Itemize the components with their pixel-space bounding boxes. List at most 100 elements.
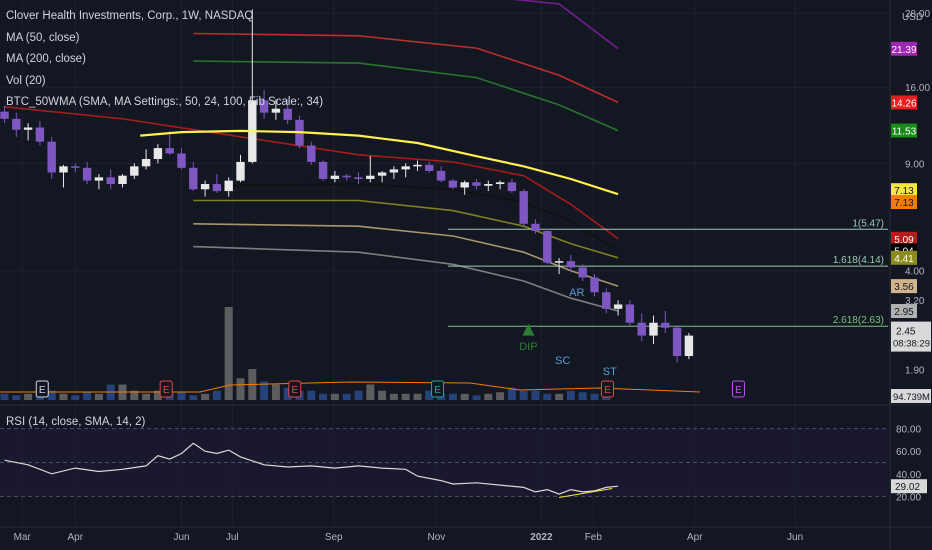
candle-body (554, 261, 564, 263)
candle-body (47, 141, 56, 173)
volume-bar (413, 393, 422, 400)
candle-body (354, 177, 363, 179)
time-tick-label: Jun (173, 532, 189, 543)
fib-levels: 1(5.47) 1.618(4.14) 2.618(2.63) (448, 218, 888, 327)
price-badge (891, 304, 917, 319)
candle-body (413, 164, 422, 167)
time-tick-label: Nov (427, 532, 445, 543)
candle-body (165, 148, 174, 154)
candle-body (271, 108, 281, 113)
dip-arrow-icon (522, 323, 535, 336)
volume-bar (94, 393, 103, 400)
candle-body (71, 166, 80, 168)
band-red-lower (4, 106, 619, 240)
legend-volume[interactable]: Vol (20) (6, 74, 46, 87)
candle-body (472, 182, 481, 186)
candle-body (318, 161, 328, 179)
volume-bar (389, 393, 398, 400)
price-badge-label: 11.53 (892, 127, 917, 138)
volume-bar (35, 396, 44, 400)
volume-bar (47, 390, 56, 400)
volume-bar (378, 390, 387, 400)
annotation-label: DIP (519, 341, 537, 353)
volume-bar (566, 390, 575, 400)
candle-body (153, 148, 163, 160)
rsi-tick-label: 40.00 (896, 470, 921, 481)
band-green (193, 60, 619, 132)
axes: 28.00 16.00 9.00 4.00 3.20 1.90 21.39 14.26 11.5… (14, 9, 931, 543)
volume-bar (189, 395, 198, 400)
candle-body (519, 191, 528, 224)
volume-bar (507, 387, 516, 400)
candle-body (377, 172, 387, 176)
price-badge (891, 250, 917, 265)
volume-bar (142, 393, 151, 400)
band-red-upper (193, 32, 619, 104)
time-tick-label: Jun (787, 532, 803, 543)
price-badge (891, 231, 917, 246)
price-badge (891, 123, 917, 138)
legend-title[interactable]: Clover Health Investments, Corp., 1W, NA… (6, 10, 254, 22)
volume-badge-label: 94.739M (893, 392, 930, 403)
volume-bar (224, 307, 233, 400)
annotation-label: SC (555, 355, 570, 367)
current-price-label: 2.45 (896, 327, 916, 338)
candle-body (35, 127, 45, 142)
legend-ma200[interactable]: MA (200, close) (6, 53, 86, 65)
legend-ma50[interactable]: MA (50, close) (6, 31, 80, 44)
price-tick-label: 28.00 (905, 9, 930, 20)
candle-body (590, 277, 599, 293)
candle-body (141, 159, 151, 167)
volume-bar (448, 393, 457, 400)
earnings-marker-label: E (39, 385, 46, 396)
candle-body (130, 166, 139, 176)
volume-bar (578, 392, 587, 400)
price-badge (891, 183, 917, 198)
volume-bar (271, 384, 280, 400)
candle-body (177, 153, 186, 168)
ma50-line (140, 129, 619, 196)
candle-body (59, 166, 68, 173)
candle-body (672, 327, 682, 357)
time-tick-label: Apr (68, 532, 84, 543)
price-badge (891, 279, 917, 294)
candle-body (637, 322, 646, 336)
candle-body (531, 223, 540, 231)
price-tick-label: 4.00 (905, 267, 925, 278)
price-badge-label: 2.95 (894, 307, 914, 318)
volume-bar (236, 378, 245, 400)
rsi-tick-label: 20.00 (896, 492, 921, 503)
rsi-line (4, 442, 619, 495)
candle-body (342, 175, 351, 178)
legend-btc-50wma[interactable]: BTC_50WMA (SMA, MA Settings:, 50, 24, 10… (6, 96, 324, 108)
price-tick-label: 3.20 (905, 296, 925, 307)
volume-bar (472, 395, 481, 400)
ma-bands (4, 0, 619, 312)
candle-body (460, 182, 469, 188)
price-badge-label: 7.13 (894, 198, 914, 209)
rsi-current-badge (891, 479, 927, 494)
annotation-label: ST (603, 366, 617, 378)
candle-body (366, 175, 375, 179)
rsi-divergence-line (559, 487, 613, 499)
candle-body (82, 167, 92, 181)
earnings-marker (600, 380, 614, 398)
candle-body (425, 164, 434, 171)
candle-body (684, 335, 694, 357)
price-badge-label: 4.41 (894, 254, 914, 265)
volume-bar (283, 387, 292, 400)
candle-body (224, 180, 233, 192)
legend: Clover Health Investments, Corp., 1W, NA… (6, 6, 323, 114)
volume-bar (460, 393, 469, 400)
candle-body (436, 170, 446, 181)
rsi-legend[interactable]: RSI (14, close, SMA, 14, 2) (6, 416, 146, 428)
time-tick-label: Mar (14, 532, 32, 543)
time-tick-label: Jul (226, 532, 239, 543)
volume-bar (0, 393, 9, 400)
volume-bar (59, 393, 68, 400)
earnings-marker-label: E (604, 385, 611, 396)
fib-label: 1(5.47) (852, 218, 884, 229)
volume-bar (260, 381, 269, 400)
annotations: AR SC ST DIP (519, 287, 617, 378)
